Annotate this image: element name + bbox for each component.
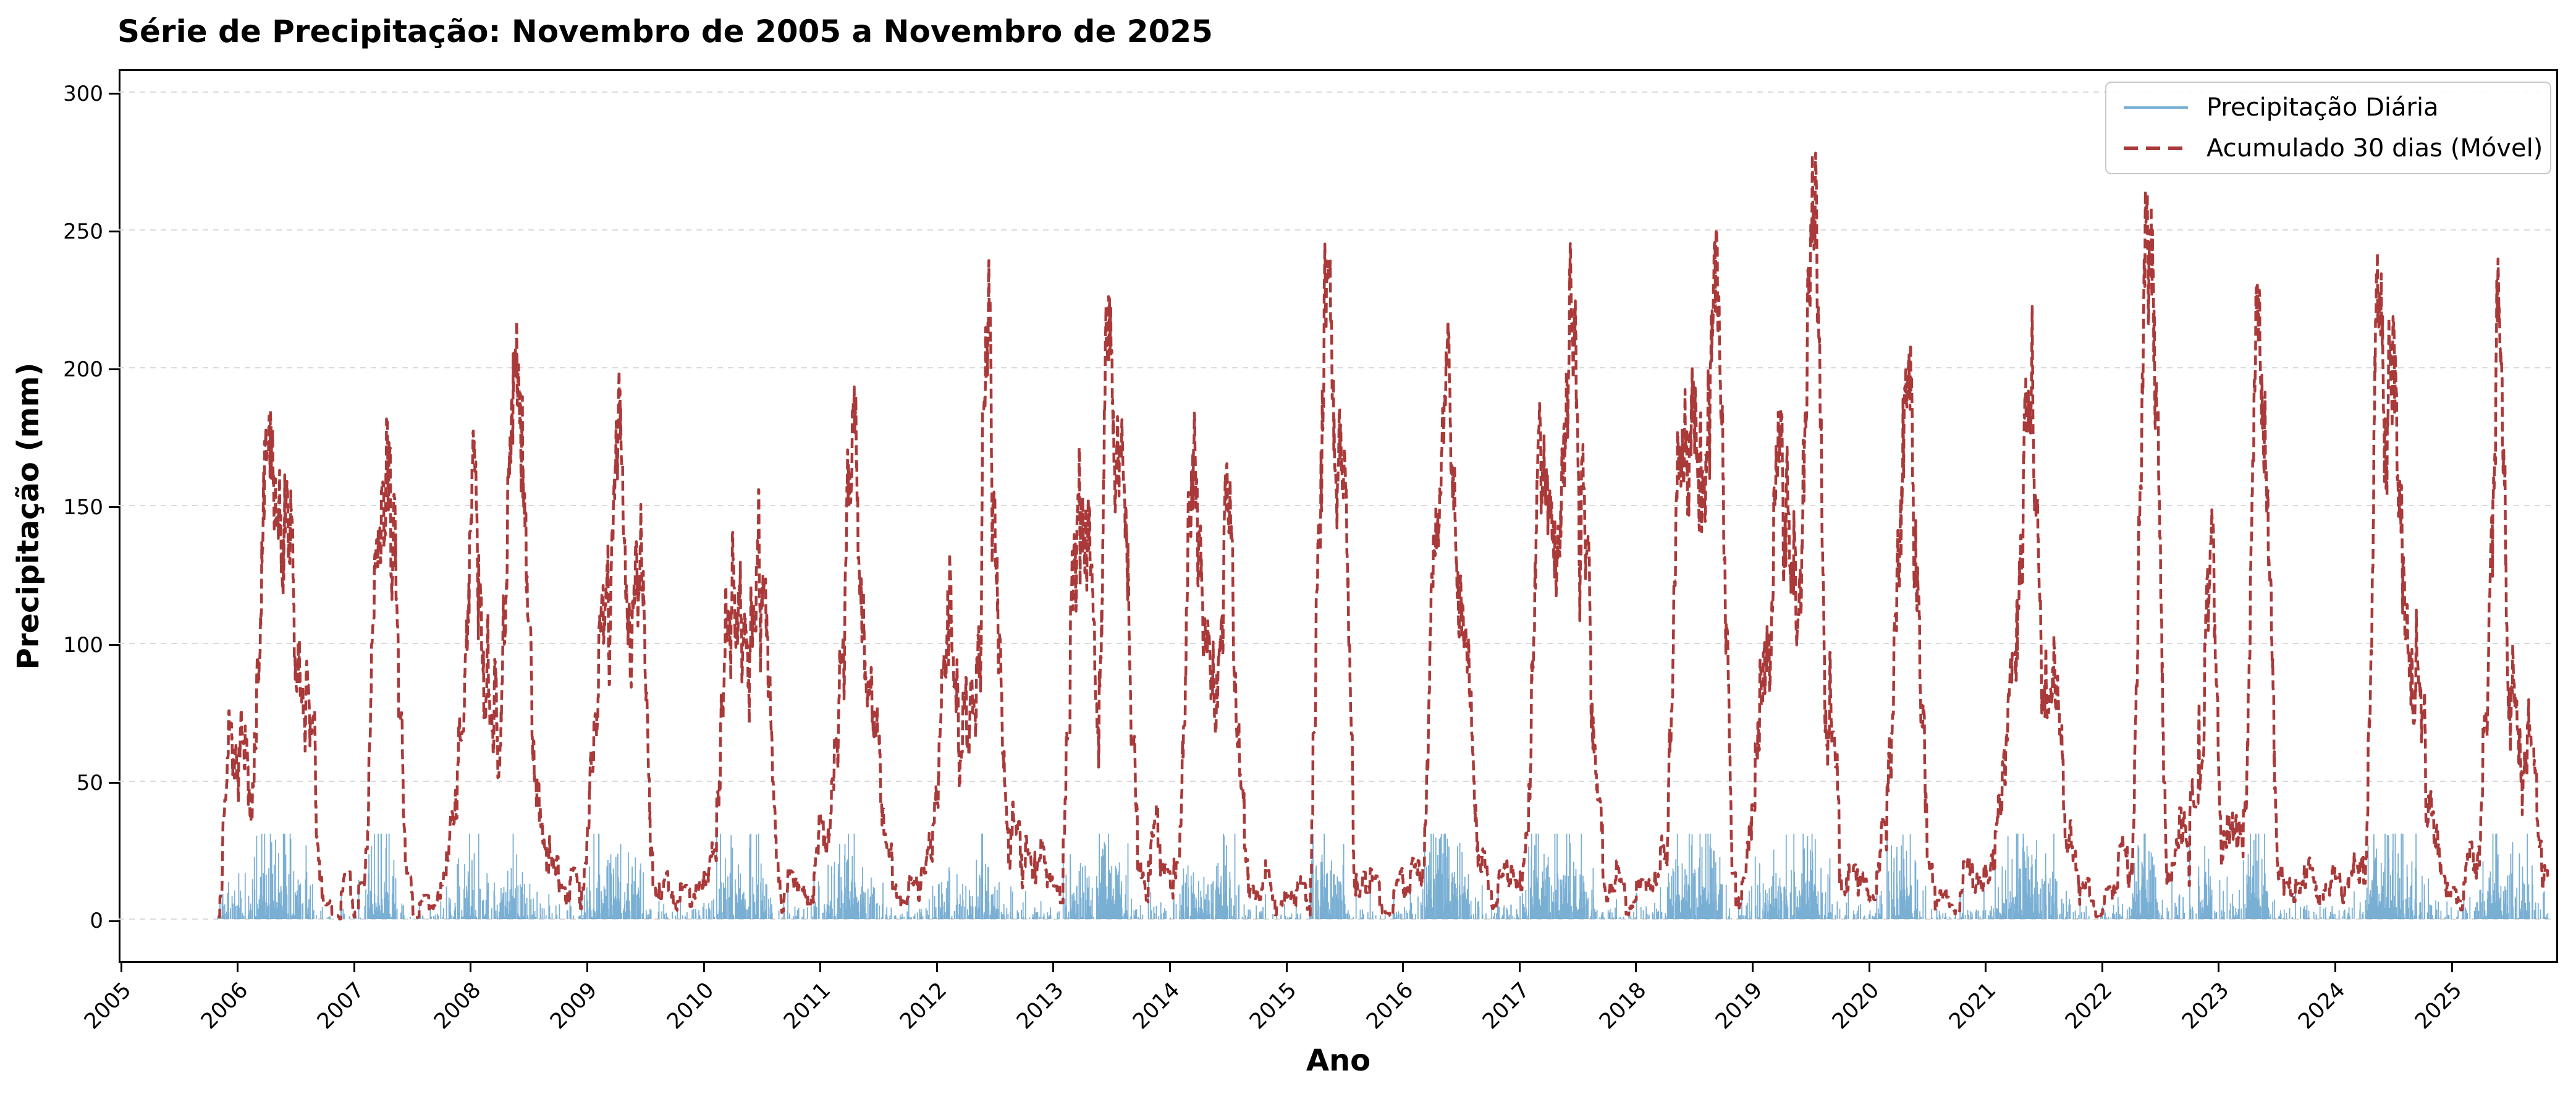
y-tick-label-150: 150 [63,494,103,520]
y-tick-label-250: 250 [63,219,103,244]
x-tick-mark-2007 [353,962,355,972]
x-tick-label-2018: 2018 [1594,978,1652,1035]
y-tick-mark-150 [109,506,119,509]
legend-label-daily: Precipitação Diária [2206,93,2439,122]
x-tick-label-2020: 2020 [1828,978,1885,1035]
x-tick-label-2007: 2007 [313,978,370,1035]
x-tick-mark-2019 [1751,962,1754,972]
x-tick-label-2008: 2008 [429,978,486,1035]
x-tick-mark-2022 [2101,962,2103,972]
legend: Precipitação Diária Acumulado 30 dias (M… [2105,82,2551,174]
x-tick-label-2025: 2025 [2410,978,2467,1035]
x-tick-mark-2014 [1168,962,1171,972]
x-tick-label-2023: 2023 [2177,978,2234,1035]
daily-line-swatch-icon [2124,106,2188,109]
y-tick-label-300: 300 [63,81,103,106]
y-tick-label-100: 100 [63,632,103,658]
x-tick-mark-2017 [1518,962,1521,972]
x-tick-label-2019: 2019 [1711,978,1768,1035]
x-tick-mark-2011 [819,962,822,972]
x-tick-label-2006: 2006 [196,978,253,1035]
y-tick-label-200: 200 [63,357,103,382]
x-tick-mark-2021 [1985,962,1987,972]
legend-label-accumulated: Acumulado 30 dias (Móvel) [2206,134,2543,163]
x-tick-mark-2008 [470,962,472,972]
x-tick-label-2015: 2015 [1245,978,1302,1035]
x-tick-label-2014: 2014 [1128,978,1185,1035]
y-tick-mark-50 [109,782,119,784]
x-axis-label: Ano [1306,1043,1371,1078]
plot-canvas [119,91,2553,921]
x-tick-mark-2012 [935,962,938,972]
x-tick-label-2010: 2010 [662,978,719,1035]
x-tick-label-2013: 2013 [1011,978,1069,1035]
x-tick-mark-2020 [1868,962,1870,972]
y-tick-mark-200 [109,368,119,371]
x-tick-mark-2016 [1402,962,1404,972]
x-tick-mark-2018 [1635,962,1637,972]
x-tick-label-2017: 2017 [1478,978,1535,1035]
x-tick-label-2012: 2012 [895,978,952,1035]
x-tick-label-2024: 2024 [2294,978,2350,1035]
x-tick-mark-2005 [120,962,122,972]
x-tick-mark-2013 [1052,962,1055,972]
x-tick-mark-2006 [237,962,239,972]
y-tick-mark-300 [109,93,119,95]
legend-item-daily: Precipitação Diária [2106,91,2550,124]
accumulated-dashed-swatch-icon [2124,146,2188,150]
x-tick-mark-2009 [586,962,588,972]
y-tick-label-50: 50 [76,770,103,795]
y-tick-mark-100 [109,644,119,647]
x-tick-mark-2015 [1285,962,1288,972]
y-tick-mark-250 [109,231,119,233]
x-tick-label-2009: 2009 [546,978,602,1035]
y-tick-mark-0 [109,920,119,922]
x-tick-label-2011: 2011 [779,978,835,1035]
chart-title: Série de Precipitação: Novembro de 2005 … [117,14,1213,49]
x-tick-label-2022: 2022 [2061,978,2118,1035]
x-tick-mark-2010 [703,962,705,972]
x-tick-label-2005: 2005 [80,978,137,1035]
x-tick-mark-2024 [2334,962,2336,972]
y-tick-label-0: 0 [90,909,103,933]
x-tick-mark-2023 [2218,962,2220,972]
x-tick-mark-2025 [2451,962,2453,972]
accumulated-30day-line [216,151,2550,921]
x-tick-label-2016: 2016 [1361,978,1418,1035]
legend-item-accumulated: Acumulado 30 dias (Móvel) [2106,132,2550,164]
x-tick-label-2021: 2021 [1944,978,2001,1035]
